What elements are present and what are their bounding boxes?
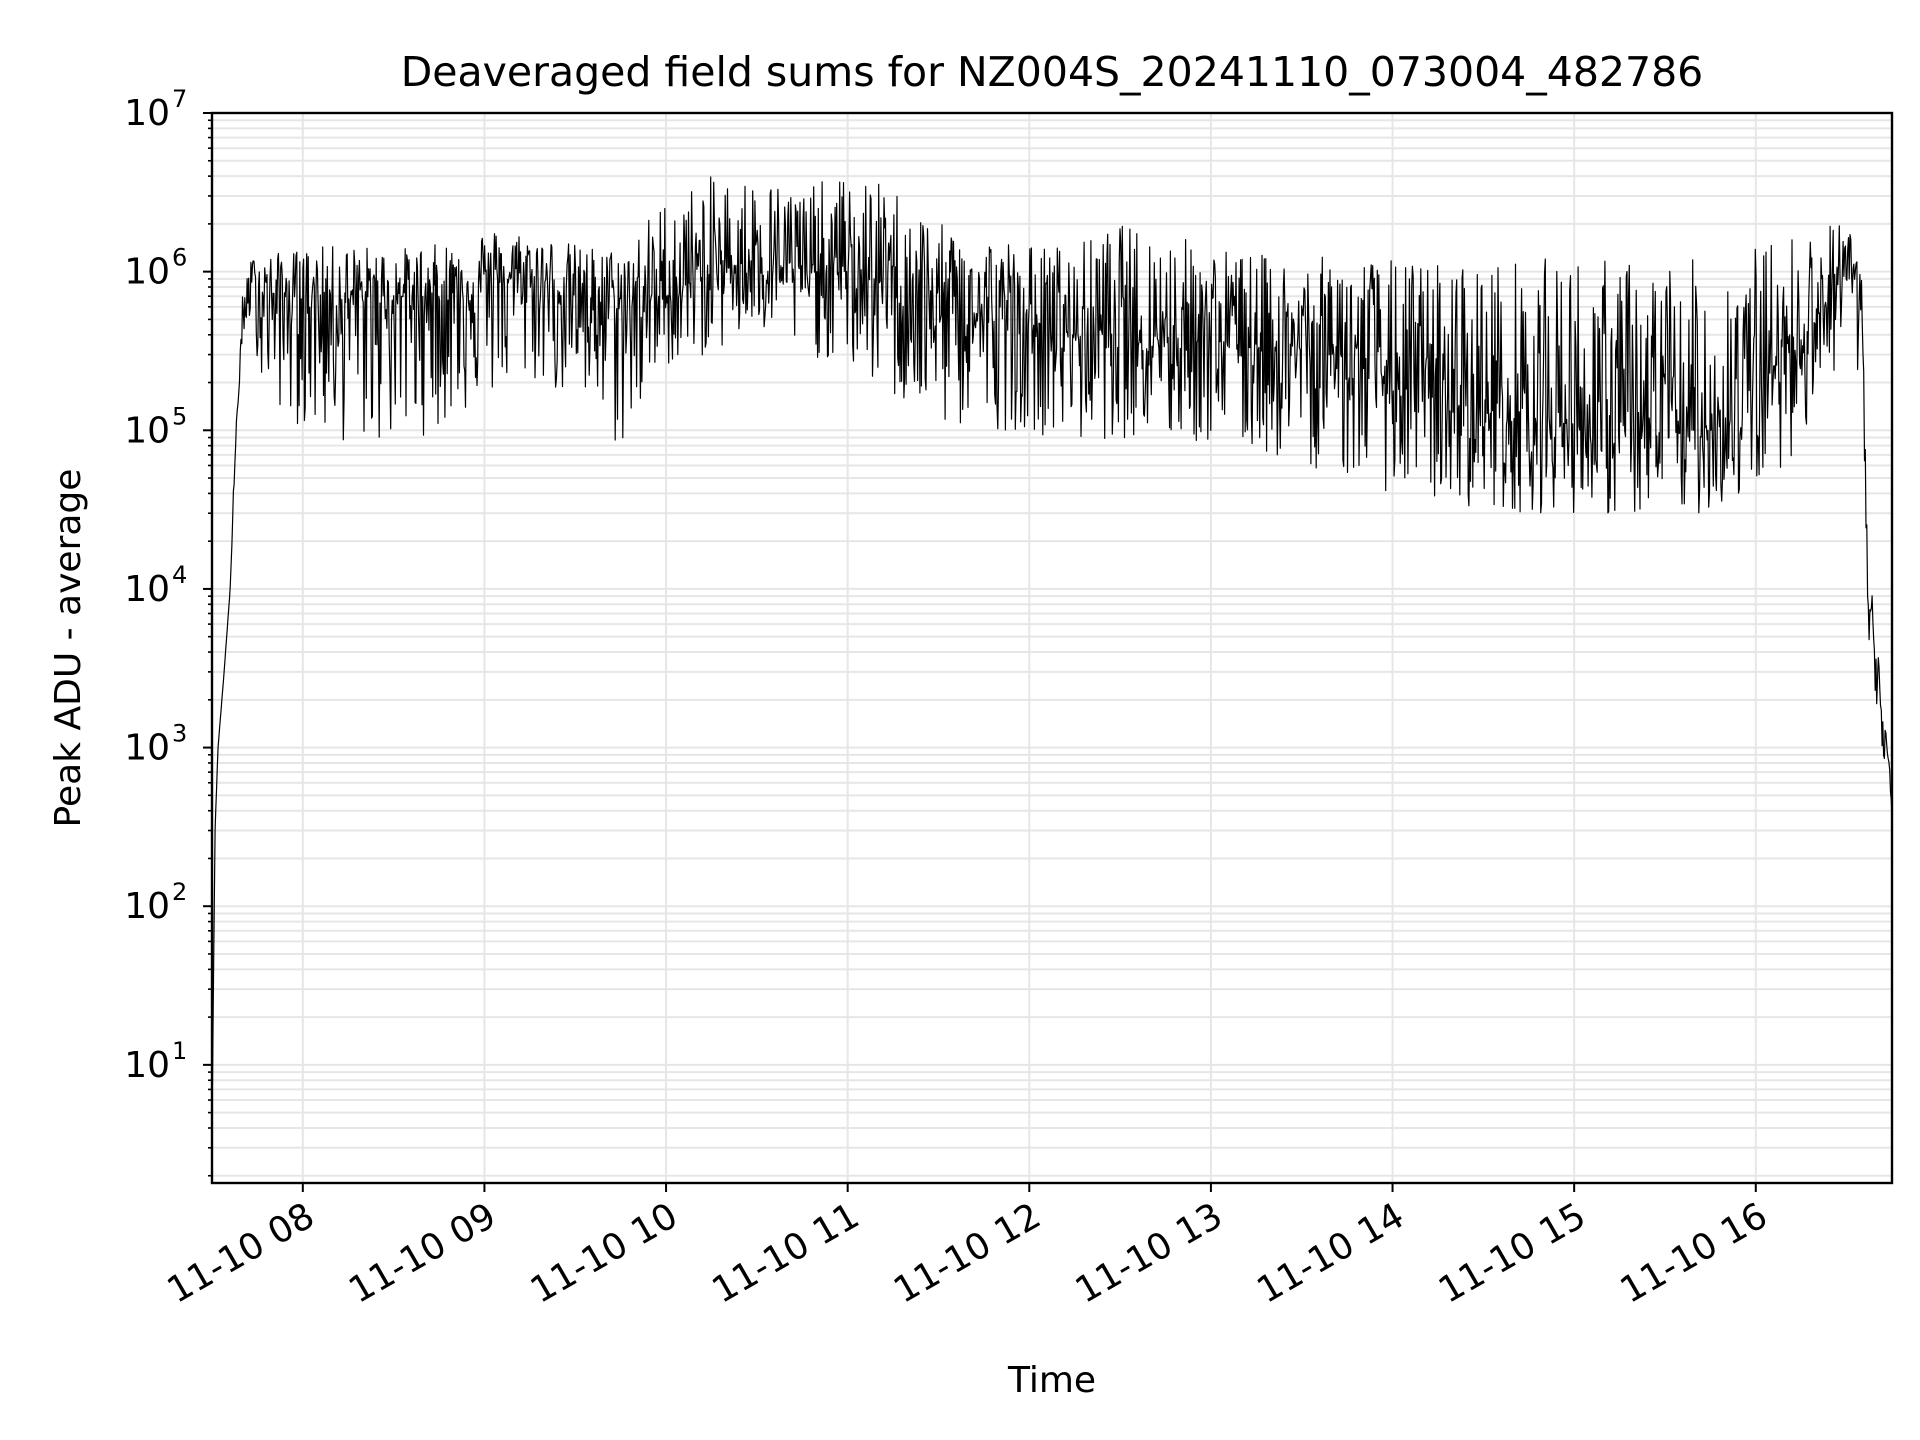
y-tick-label: 10 (124, 728, 170, 769)
y-tick-label-exponent: 5 (172, 402, 187, 430)
x-axis-label: Time (1007, 1360, 1096, 1401)
y-tick-label: 10 (124, 1045, 170, 1086)
y-tick-label: 10 (124, 569, 170, 610)
data-series (211, 176, 1893, 1129)
plot-frame (210, 111, 1894, 1185)
y-tick-label: 10 (124, 410, 170, 451)
chart-title: Deaveraged field sums for NZ004S_2024111… (401, 48, 1704, 96)
y-tick-label-exponent: 7 (172, 85, 187, 113)
y-tick-label: 10 (124, 252, 170, 293)
grid (212, 113, 1892, 1183)
series-line (211, 176, 1893, 1129)
y-tick-label-exponent: 2 (172, 878, 187, 906)
y-tick-label: 10 (124, 886, 170, 927)
y-tick-label-exponent: 3 (172, 720, 187, 748)
y-tick-label: 10 (124, 93, 170, 134)
y-tick-label-exponent: 6 (172, 244, 187, 272)
y-tick-label-exponent: 1 (172, 1037, 187, 1065)
y-axis-label: Peak ADU - average (48, 469, 89, 828)
y-tick-label-exponent: 4 (172, 561, 187, 589)
